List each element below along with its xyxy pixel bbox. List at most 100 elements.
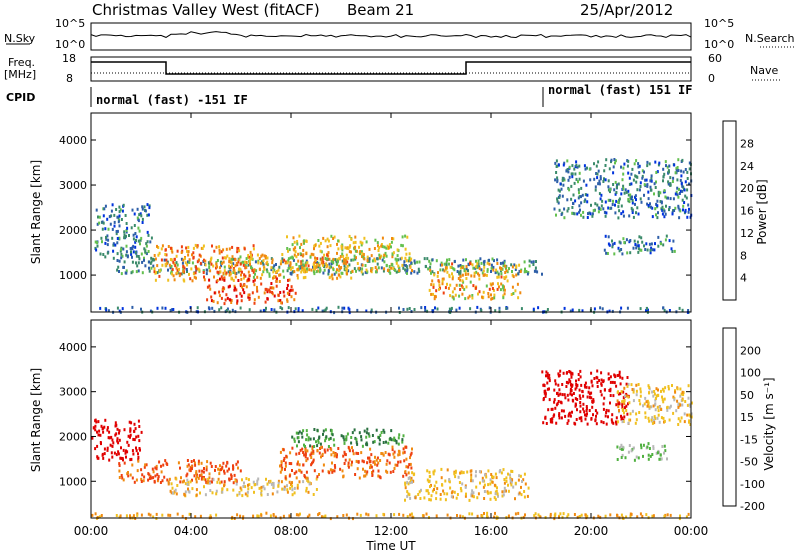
data-cell bbox=[510, 480, 513, 484]
data-cell bbox=[559, 512, 562, 516]
data-cell bbox=[106, 448, 109, 452]
data-cell bbox=[687, 512, 690, 516]
data-cell bbox=[387, 452, 390, 456]
data-cell bbox=[212, 264, 215, 268]
data-cell bbox=[343, 306, 346, 310]
data-cell bbox=[407, 471, 410, 475]
data-cell bbox=[683, 188, 686, 192]
data-cell bbox=[410, 451, 413, 455]
data-cell bbox=[174, 264, 177, 268]
data-cell bbox=[103, 207, 106, 211]
data-cell bbox=[219, 481, 221, 485]
data-cell bbox=[215, 489, 218, 493]
data-cell bbox=[646, 404, 649, 408]
data-cell bbox=[305, 486, 308, 490]
data-cell bbox=[407, 477, 410, 480]
data-cell bbox=[332, 438, 335, 442]
data-cell bbox=[622, 420, 625, 423]
data-cell bbox=[235, 262, 238, 265]
data-cell bbox=[632, 390, 635, 394]
data-cell bbox=[330, 259, 333, 263]
data-cell bbox=[577, 378, 580, 382]
colorbar-tick-label: 12 bbox=[740, 227, 754, 240]
data-cell bbox=[656, 204, 659, 208]
data-cell bbox=[108, 430, 111, 434]
data-cell bbox=[100, 236, 103, 240]
data-cell bbox=[474, 474, 477, 478]
data-cell bbox=[339, 275, 342, 279]
data-cell bbox=[164, 253, 167, 256]
data-cell bbox=[645, 400, 648, 404]
data-cell bbox=[141, 260, 144, 264]
data-cell bbox=[266, 263, 269, 267]
data-cell bbox=[143, 465, 146, 469]
data-cell bbox=[669, 513, 672, 517]
data-cell bbox=[460, 489, 463, 493]
data-cell bbox=[118, 438, 121, 442]
data-cell bbox=[615, 420, 617, 424]
data-cell bbox=[346, 272, 348, 276]
data-cell bbox=[637, 247, 640, 251]
data-cell bbox=[381, 452, 384, 456]
data-cell bbox=[133, 224, 136, 227]
data-cell bbox=[561, 515, 564, 519]
data-cell bbox=[290, 285, 293, 289]
data-cell bbox=[643, 244, 645, 248]
data-cell bbox=[570, 197, 573, 201]
data-cell bbox=[322, 261, 325, 264]
data-cell bbox=[188, 512, 191, 516]
data-cell bbox=[208, 278, 211, 282]
data-cell bbox=[147, 233, 150, 237]
data-cell bbox=[488, 258, 490, 262]
data-cell bbox=[204, 478, 207, 482]
data-cell bbox=[378, 246, 381, 250]
data-cell bbox=[257, 261, 260, 265]
data-cell bbox=[369, 447, 372, 451]
data-cell bbox=[616, 458, 619, 461]
data-cell bbox=[350, 237, 353, 241]
data-cell bbox=[395, 261, 398, 265]
data-cell bbox=[567, 178, 570, 182]
data-cell bbox=[362, 254, 365, 258]
data-cell bbox=[426, 309, 429, 313]
data-cell bbox=[344, 458, 347, 462]
data-cell bbox=[557, 400, 560, 403]
data-cell bbox=[491, 480, 494, 484]
data-cell bbox=[574, 422, 577, 426]
data-cell bbox=[228, 247, 231, 251]
data-cell bbox=[637, 383, 640, 386]
data-cell bbox=[378, 436, 380, 440]
data-cell bbox=[296, 444, 298, 448]
data-cell bbox=[348, 449, 351, 453]
data-cell bbox=[571, 172, 574, 176]
data-cell bbox=[370, 465, 373, 469]
data-cell bbox=[681, 390, 684, 394]
data-cell bbox=[435, 491, 438, 495]
data-cell bbox=[676, 193, 679, 197]
data-cell bbox=[286, 287, 289, 290]
data-cell bbox=[616, 374, 619, 377]
data-cell bbox=[631, 409, 634, 413]
data-cell bbox=[674, 192, 677, 196]
data-cell bbox=[402, 474, 405, 478]
data-cell bbox=[227, 270, 230, 274]
data-cell bbox=[579, 208, 581, 212]
data-cell bbox=[443, 262, 446, 266]
data-cell bbox=[567, 207, 570, 211]
data-cell bbox=[200, 473, 203, 477]
data-cell bbox=[544, 389, 547, 393]
data-cell bbox=[533, 514, 536, 518]
data-cell bbox=[645, 309, 647, 313]
data-cell bbox=[139, 448, 141, 452]
data-cell bbox=[623, 162, 626, 166]
data-cell bbox=[603, 210, 606, 214]
data-cell bbox=[680, 416, 683, 420]
data-cell bbox=[658, 420, 661, 424]
data-cell bbox=[613, 241, 616, 245]
data-cell bbox=[413, 261, 416, 265]
data-cell bbox=[130, 226, 133, 230]
data-cell bbox=[239, 292, 242, 296]
data-cell bbox=[105, 237, 108, 241]
data-cell bbox=[687, 384, 690, 388]
data-cell bbox=[316, 269, 319, 273]
